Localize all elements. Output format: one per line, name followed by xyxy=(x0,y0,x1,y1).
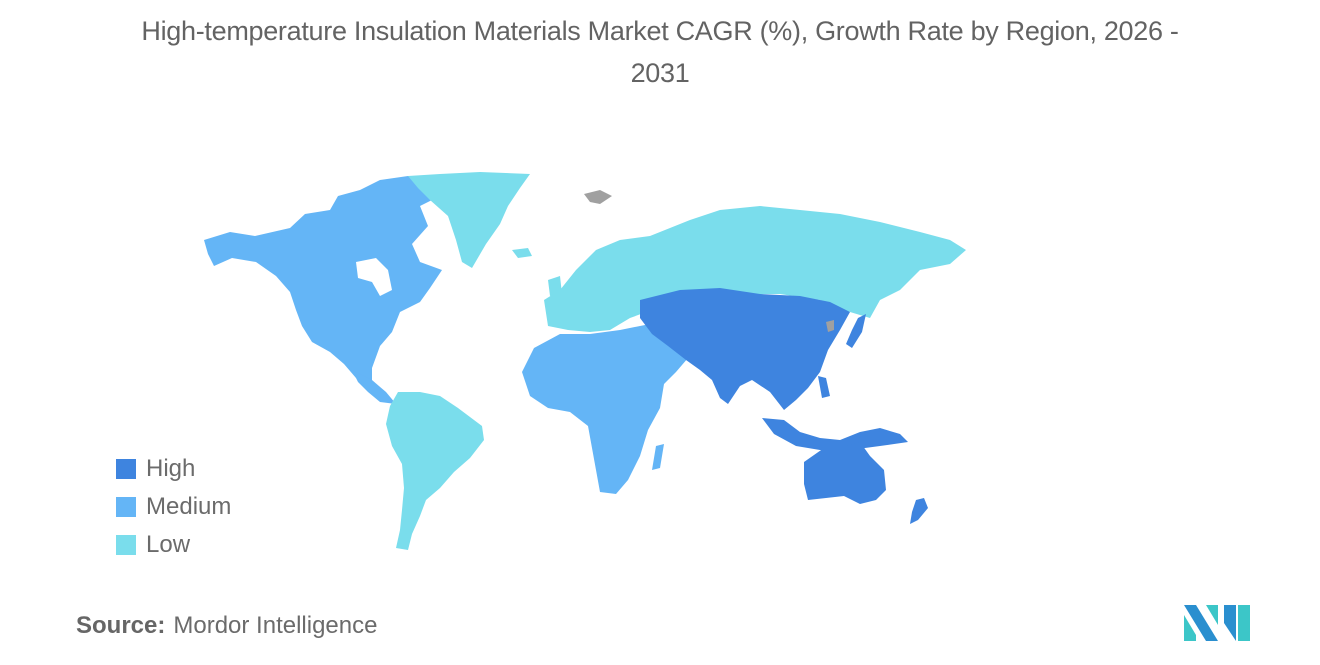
legend-item-medium: Medium xyxy=(116,488,231,526)
region-north-america xyxy=(204,176,442,404)
mordor-intelligence-logo-icon xyxy=(1184,605,1250,641)
source-label: Source: xyxy=(76,612,166,639)
region-philippines xyxy=(818,376,830,398)
region-japan xyxy=(846,314,866,348)
region-north-korea xyxy=(826,320,834,332)
region-asia-pacific xyxy=(640,288,850,410)
region-africa-middle-east xyxy=(522,324,688,494)
region-uk xyxy=(548,276,562,296)
legend-swatch-low xyxy=(116,535,136,555)
region-south-america xyxy=(386,392,484,550)
legend: High Medium Low xyxy=(116,450,231,564)
region-australia xyxy=(804,442,886,504)
legend-swatch-high xyxy=(116,459,136,479)
region-madagascar xyxy=(652,444,664,470)
region-no-data-svalbard xyxy=(584,190,612,204)
source-value: Mordor Intelligence xyxy=(173,612,378,639)
region-indonesia xyxy=(762,418,908,450)
region-greenland xyxy=(408,172,530,268)
region-new-zealand xyxy=(910,498,928,524)
chart-title-line1: High-temperature Insulation Materials Ma… xyxy=(141,16,1179,46)
region-iceland xyxy=(512,248,532,258)
legend-label: Medium xyxy=(146,493,232,520)
source-note: Source: Mordor Intelligence xyxy=(76,612,377,640)
legend-label: High xyxy=(146,455,196,482)
legend-item-high: High xyxy=(116,450,231,488)
legend-item-low: Low xyxy=(116,526,231,564)
hudson-bay xyxy=(356,258,392,296)
chart-title: High-temperature Insulation Materials Ma… xyxy=(0,10,1320,94)
legend-swatch-medium xyxy=(116,497,136,517)
legend-label: Low xyxy=(146,531,191,558)
chart-title-line2: 2031 xyxy=(630,58,690,88)
